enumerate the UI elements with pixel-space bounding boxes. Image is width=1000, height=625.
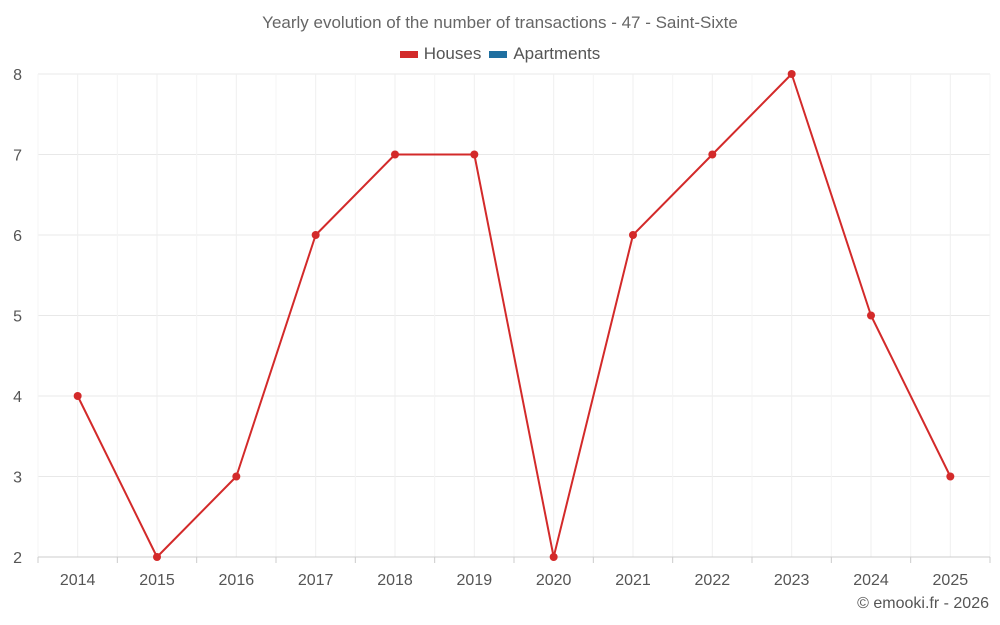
legend-label-houses: Houses — [423, 44, 482, 63]
x-tick-label-2019: 2019 — [457, 572, 493, 589]
y-tick-label-4: 4 — [13, 389, 22, 406]
data-point-houses-2024 — [867, 311, 875, 320]
x-tick-label-2021: 2021 — [615, 572, 651, 589]
x-tick-label-2016: 2016 — [219, 572, 255, 589]
x-tick-label-2017: 2017 — [298, 572, 334, 589]
legend-item-houses[interactable]: Houses — [399, 44, 482, 64]
data-point-houses-2022 — [708, 150, 717, 159]
legend: Houses Apartments — [0, 44, 1000, 64]
data-point-houses-2021 — [629, 231, 637, 239]
data-point-houses-2017 — [311, 231, 320, 239]
legend-swatch-houses — [399, 50, 418, 58]
x-tick-label-2014: 2014 — [60, 572, 96, 589]
y-tick-label-3: 3 — [13, 470, 22, 487]
data-point-houses-2015 — [153, 553, 161, 561]
data-point-houses-2025 — [946, 472, 955, 481]
data-point-houses-2018 — [391, 150, 399, 159]
data-point-houses-2019 — [470, 150, 479, 159]
y-tick-label-7: 7 — [13, 148, 22, 165]
x-tick-label-2024: 2024 — [853, 572, 889, 589]
y-tick-label-5: 5 — [13, 309, 22, 326]
x-tick-label-2022: 2022 — [695, 572, 731, 589]
data-point-houses-2020 — [549, 553, 558, 561]
x-tick-label-2025: 2025 — [933, 572, 969, 589]
data-point-houses-2014 — [73, 392, 82, 400]
legend-label-apartments: Apartments — [513, 44, 601, 63]
x-tick-label-2020: 2020 — [536, 572, 572, 589]
x-tick-label-2018: 2018 — [377, 572, 413, 589]
y-tick-label-8: 8 — [13, 67, 22, 84]
y-tick-label-2: 2 — [13, 550, 22, 567]
y-tick-label-6: 6 — [13, 228, 22, 245]
x-tick-label-2023: 2023 — [774, 572, 810, 589]
legend-item-apartments[interactable]: Apartments — [489, 44, 600, 64]
credit-text: © emooki.fr - 2026 — [857, 595, 989, 612]
data-point-houses-2023 — [787, 70, 796, 78]
legend-swatch-apartments — [489, 50, 508, 58]
x-tick-label-2015: 2015 — [139, 572, 175, 589]
chart-title: Yearly evolution of the number of transa… — [262, 13, 738, 32]
data-point-houses-2016 — [232, 472, 241, 481]
series-line-houses — [76, 73, 952, 558]
